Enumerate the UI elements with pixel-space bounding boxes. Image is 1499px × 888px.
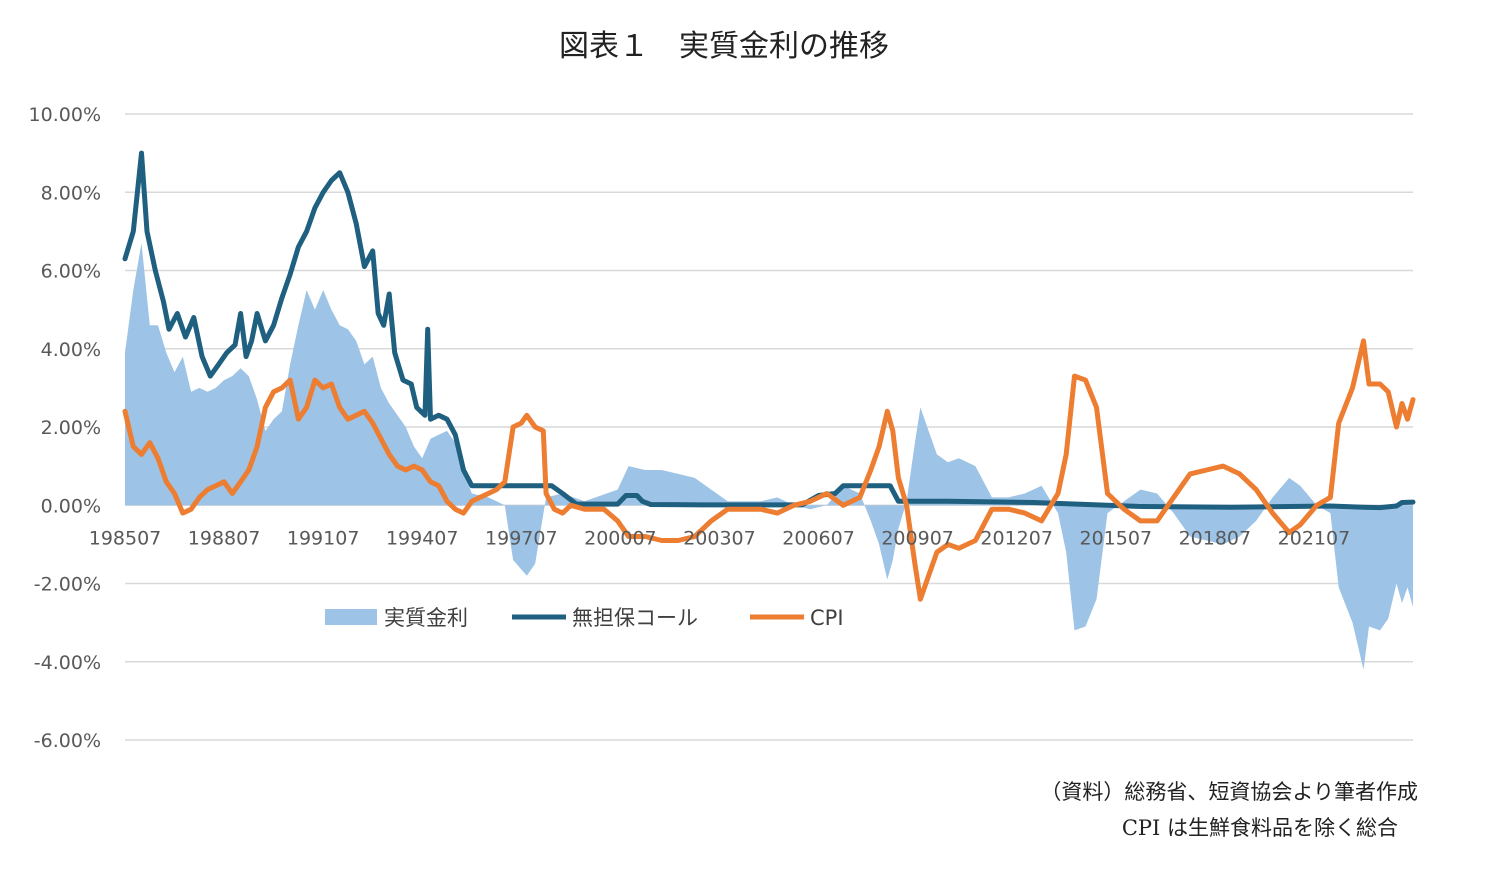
- y-axis-tick-labels: 10.00% 8.00% 6.00% 4.00% 2.00% 0.00% -2.00% -4.…: [29, 104, 101, 752]
- legend-label-real-rate: 実質金利: [384, 606, 468, 630]
- call-rate-line: [122, 150, 1416, 511]
- x-tick-label: 201207: [980, 527, 1053, 549]
- x-tick-label: 201507: [1080, 527, 1153, 549]
- x-tick-label: 198507: [89, 527, 162, 549]
- y-tick-label: -2.00%: [34, 574, 101, 596]
- x-tick-label: 200307: [683, 527, 756, 549]
- legend-swatch-real-rate: [325, 609, 377, 625]
- x-tick-label: 198807: [188, 527, 261, 549]
- chart-title: 図表１ 実質金利の推移: [559, 29, 889, 64]
- y-tick-label: 6.00%: [41, 261, 101, 283]
- x-tick-label: 201807: [1179, 527, 1252, 549]
- legend: 実質金利 無担保コール CPI: [325, 606, 844, 630]
- x-tick-label: 200007: [584, 527, 657, 549]
- x-tick-label: 199707: [485, 527, 558, 549]
- x-tick-label: 202107: [1278, 527, 1351, 549]
- x-tick-label: 200907: [881, 527, 954, 549]
- y-tick-label: 2.00%: [41, 417, 101, 439]
- y-tick-label: 8.00%: [41, 182, 101, 204]
- y-tick-label: -6.00%: [34, 730, 101, 752]
- x-tick-label: 200607: [782, 527, 855, 549]
- real-rate-area-series: [125, 243, 1413, 670]
- y-tick-label: 0.00%: [41, 495, 101, 517]
- x-tick-label: 199107: [287, 527, 360, 549]
- x-tick-label: 199407: [386, 527, 459, 549]
- y-tick-label: -4.00%: [34, 652, 101, 674]
- real-rate-area: [125, 243, 1413, 670]
- y-tick-label: 10.00%: [29, 104, 101, 126]
- cpi-note: CPI は生鮮食料品を除く総合: [1122, 816, 1398, 840]
- y-tick-label: 4.00%: [41, 339, 101, 361]
- line-series: [122, 150, 1416, 602]
- legend-label-call-rate: 無担保コール: [572, 606, 698, 630]
- legend-label-cpi: CPI: [810, 606, 844, 630]
- cpi-line: [122, 338, 1416, 602]
- source-note: （資料）総務省、短資協会より筆者作成: [1040, 780, 1418, 804]
- x-axis-tick-labels: 198507 198807 199107 199407 199707 200007 2003…: [89, 527, 1350, 549]
